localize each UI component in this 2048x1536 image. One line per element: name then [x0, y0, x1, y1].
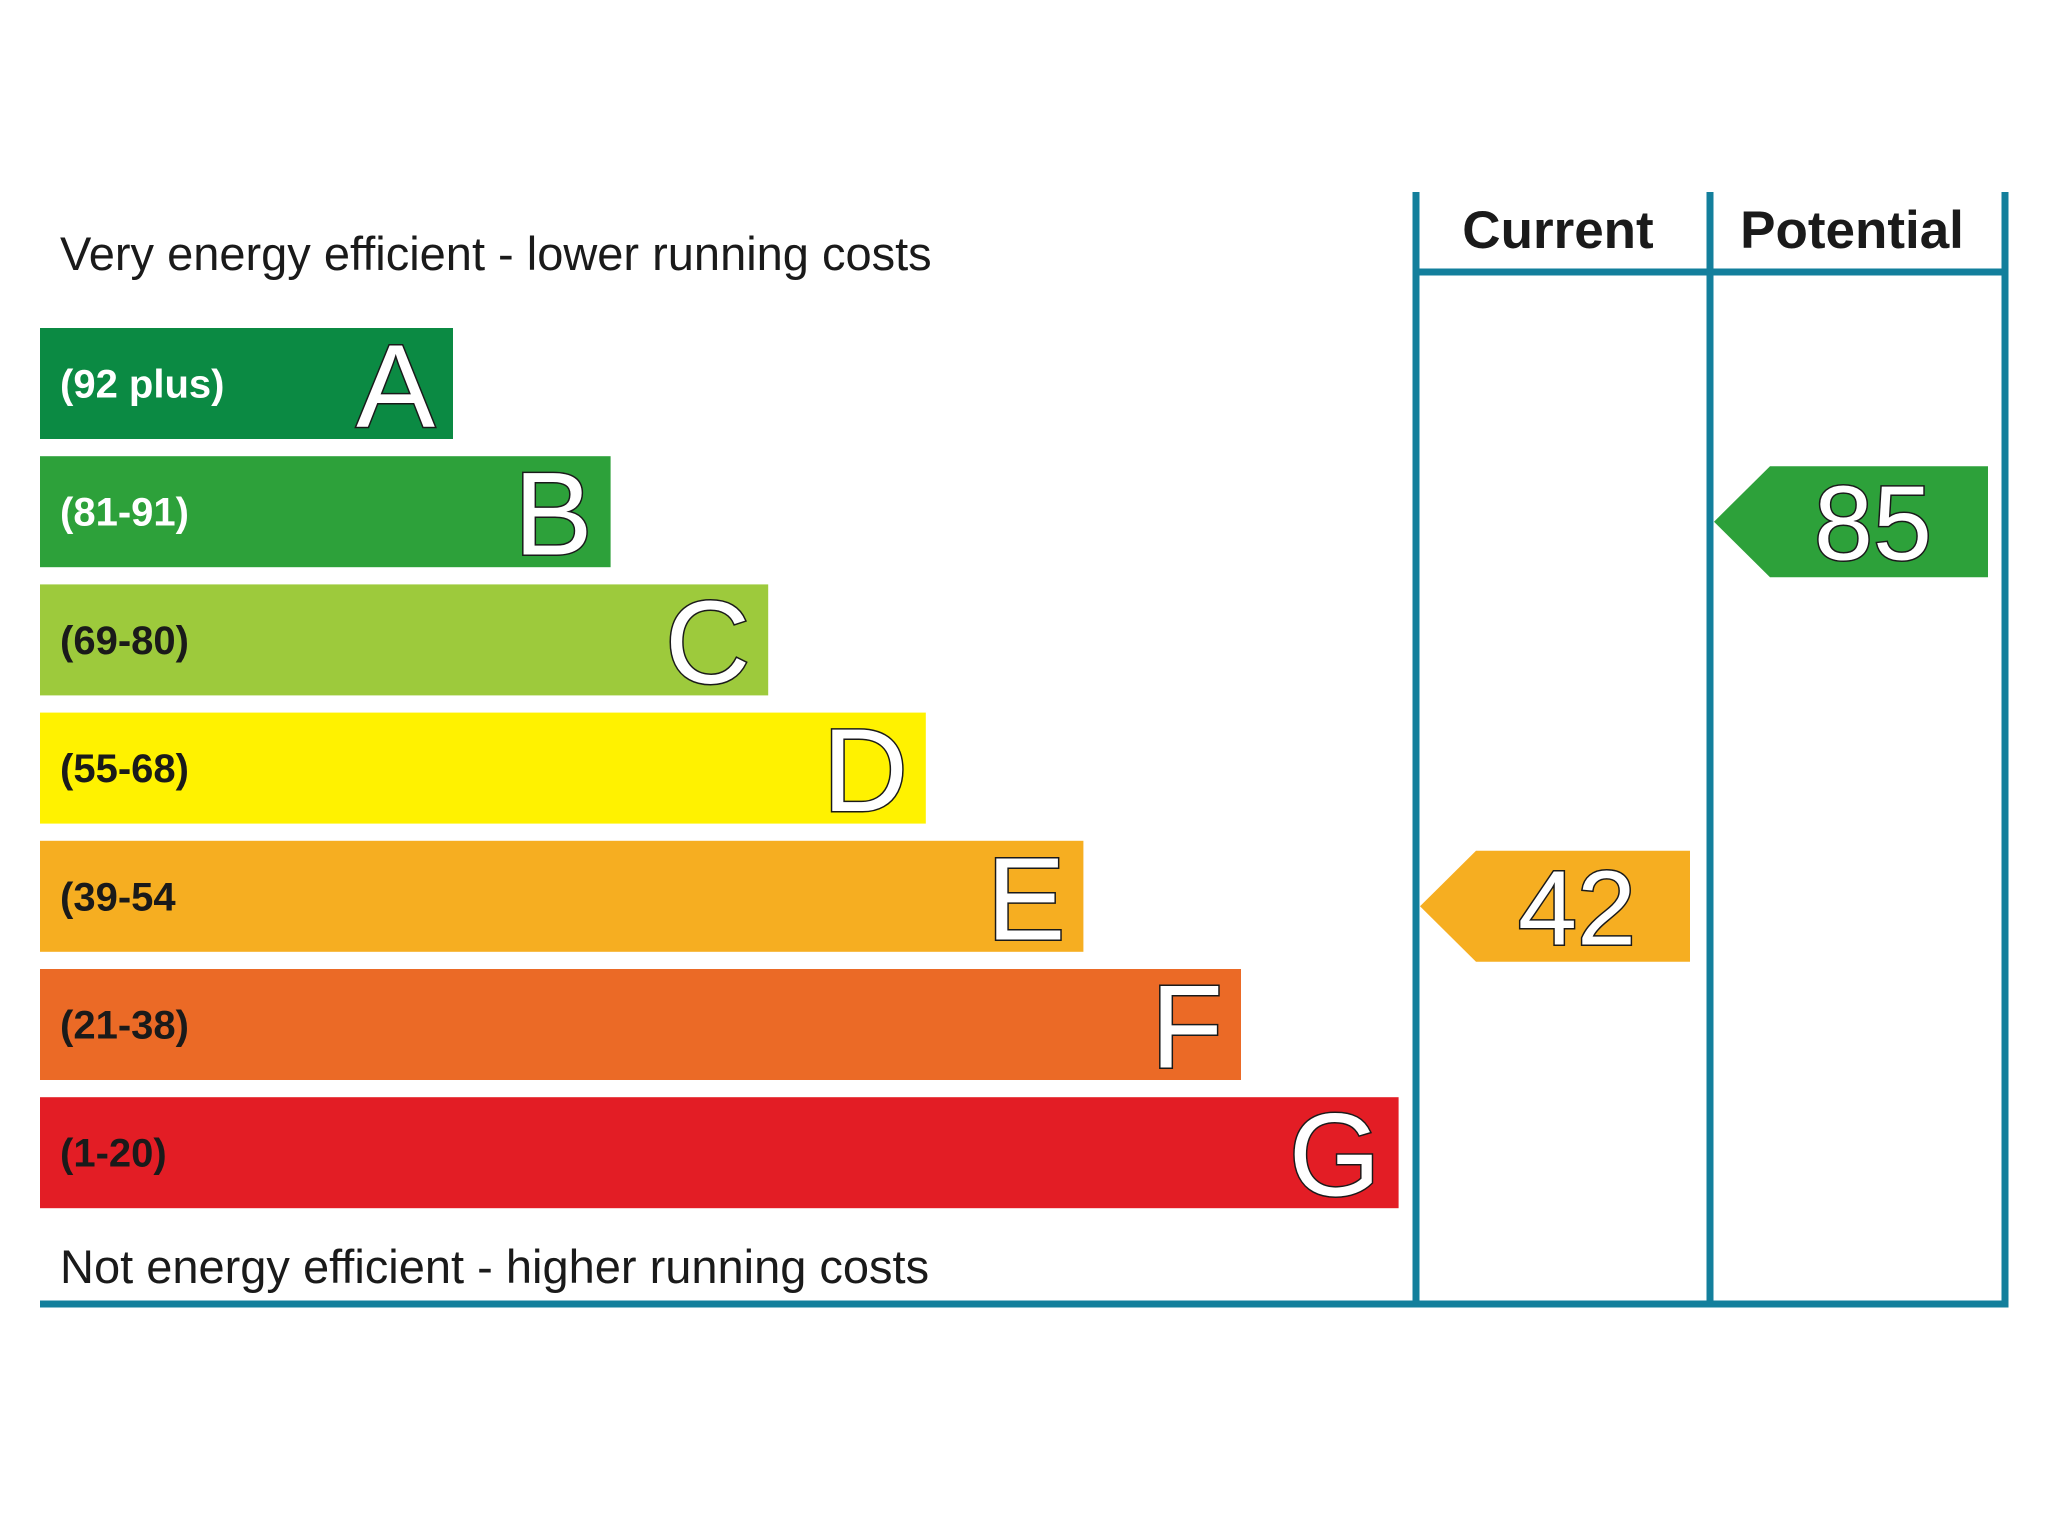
current-rating: 42: [1420, 848, 1690, 969]
band-g-bar: [40, 1097, 1399, 1209]
band-c: (69-80) C: [40, 575, 769, 710]
band-a-letter: A: [356, 321, 435, 453]
band-e-range: (39-54: [60, 875, 176, 919]
band-d-bar: [40, 712, 926, 824]
band-d-letter: D: [823, 705, 908, 837]
potential-rating-arrow: [1714, 466, 1988, 578]
band-g: (1-20) G: [40, 1088, 1399, 1223]
top-caption: Very energy efficient - lower running co…: [60, 227, 932, 280]
band-c-range: (69-80): [60, 619, 189, 663]
band-a-bar: [40, 328, 453, 439]
band-e: (39-54 E: [40, 832, 1084, 967]
band-f-letter: F: [1151, 962, 1223, 1094]
band-c-letter: C: [665, 577, 750, 709]
potential-rating: 85: [1714, 463, 1988, 584]
potential-column-header: Potential: [1740, 201, 1964, 260]
band-a-range: (92 plus): [60, 363, 224, 407]
band-a: (92 plus) A: [40, 319, 453, 454]
band-e-letter: E: [987, 833, 1066, 965]
band-b-letter: B: [514, 449, 593, 581]
band-e-bar: [40, 840, 1084, 952]
potential-rating-value: 85: [1814, 465, 1932, 583]
current-rating-value: 42: [1518, 849, 1636, 967]
band-b-range: (81-91): [60, 491, 189, 535]
current-column-header: Current: [1462, 201, 1653, 260]
band-c-bar: [40, 584, 769, 696]
band-f: (21-38) F: [40, 960, 1241, 1095]
band-g-letter: G: [1289, 1090, 1381, 1222]
band-b-bar: [40, 456, 611, 568]
band-d-range: (55-68): [60, 747, 189, 791]
bottom-caption: Not energy efficient - higher running co…: [60, 1240, 929, 1293]
current-rating-arrow: [1420, 850, 1690, 962]
rating-bands: (92 plus) A(81-91) B(69-80) C(55-68) D(39-54…: [40, 319, 1399, 1223]
band-f-range: (21-38): [60, 1004, 189, 1048]
band-f-bar: [40, 969, 1241, 1080]
band-d: (55-68) D: [40, 704, 926, 839]
rating-markers: 42 85: [1420, 463, 1988, 969]
chart-frame: [40, 192, 2009, 1308]
band-g-range: (1-20): [60, 1132, 167, 1176]
band-b: (81-91) B: [40, 447, 611, 582]
